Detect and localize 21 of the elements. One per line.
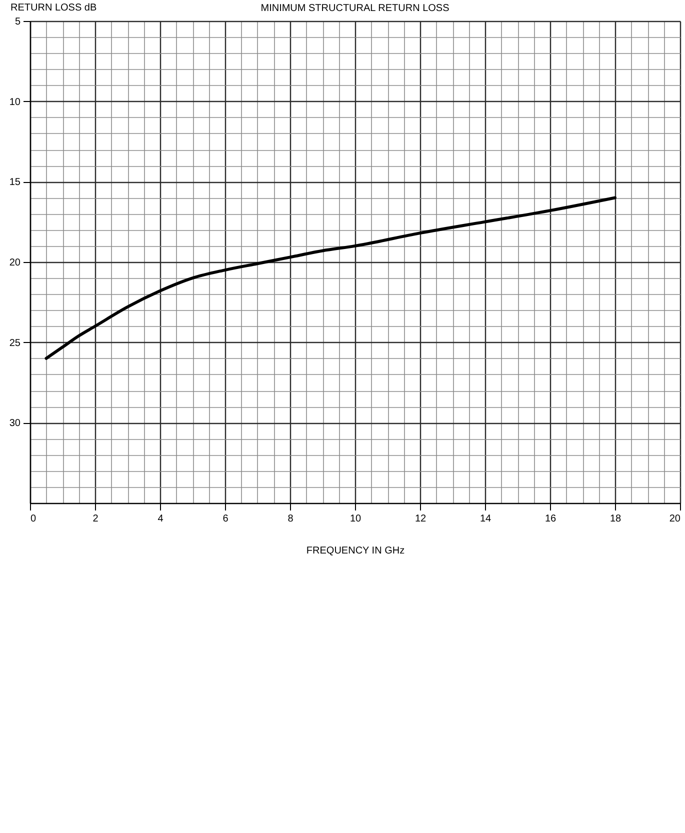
x-tick-label: 4 [158,514,164,524]
y-tick-label: 20 [9,258,21,268]
y-axis-title: RETURN LOSS dB [10,2,97,14]
chart-title: MINIMUM STRUCTURAL RETURN LOSS [260,3,450,14]
y-tick-label: 15 [9,177,21,188]
x-tick-label: 14 [480,514,492,524]
x-tick-label: 6 [222,514,229,524]
x-tick-label: 2 [92,514,99,524]
x-axis-title: FREQUENCY IN GHz [306,546,405,556]
x-tick-label: 10 [350,514,362,524]
x-tick-label: 16 [544,514,556,524]
y-tick-label: 30 [9,418,21,430]
x-tick-label: 20 [669,514,681,524]
line-series [44,196,616,360]
x-tick-label: 8 [288,514,294,524]
y-tick-label: 10 [9,96,21,108]
x-tick-label: 18 [610,514,622,524]
x-tick-label: 0 [30,514,36,524]
y-tick-label: 5 [14,16,21,28]
y-tick-label: 25 [9,338,21,349]
x-tick-label: 12 [414,514,426,524]
